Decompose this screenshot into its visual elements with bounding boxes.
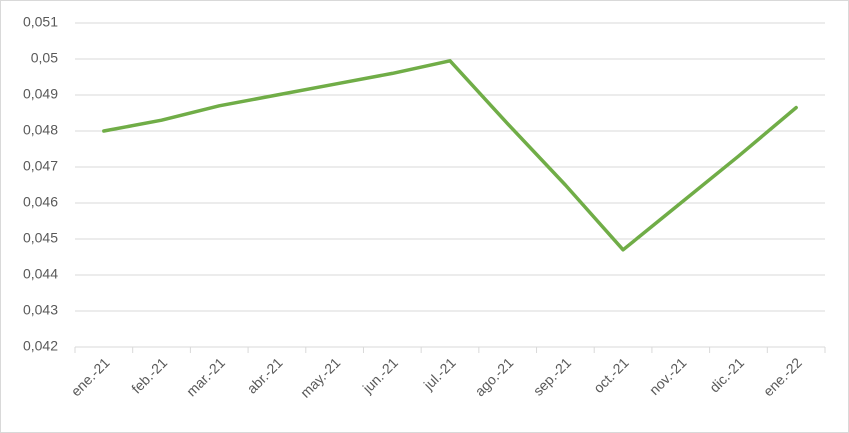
y-tick-label: 0,046 <box>23 194 58 210</box>
y-tick-label: 0,043 <box>23 302 58 318</box>
y-tick-label: 0,044 <box>23 266 58 282</box>
y-tick-label: 0,045 <box>23 230 58 246</box>
y-tick-label: 0,05 <box>31 50 58 66</box>
y-tick-label: 0,049 <box>23 86 58 102</box>
y-tick-label: 0,051 <box>23 14 58 30</box>
y-tick-label: 0,048 <box>23 122 58 138</box>
data-line <box>102 59 798 252</box>
y-tick-label: 0,042 <box>23 338 58 354</box>
y-tick-label: 0,047 <box>23 158 58 174</box>
